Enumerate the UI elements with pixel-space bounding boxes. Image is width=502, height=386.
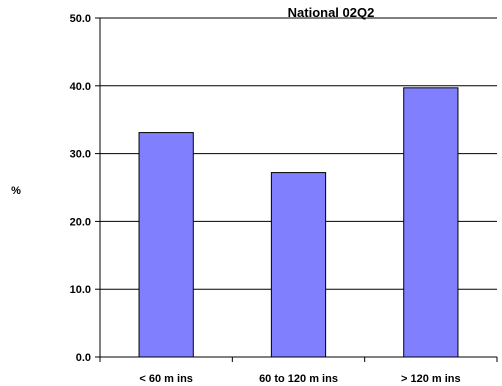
- x-tick-label-1: 60 to 120 m ins: [259, 373, 338, 385]
- x-tick-label-2: > 120 m ins: [401, 373, 461, 385]
- y-tick-label-4: 40.0: [70, 81, 91, 93]
- axis-layer: [95, 17, 498, 362]
- x-tick-labels: < 60 m ins 60 to 120 m ins > 120 m ins: [139, 373, 460, 385]
- chart-title: National 02Q2: [288, 5, 375, 20]
- y-tick-label-3: 30.0: [70, 149, 91, 161]
- y-tick-label-1: 10.0: [70, 284, 91, 296]
- bar-0: [138, 132, 194, 358]
- y-tick-label-5: 50.0: [70, 13, 91, 25]
- x-tick-label-0: < 60 m ins: [139, 373, 193, 385]
- y-tick-label-2: 20.0: [70, 216, 91, 228]
- y-tick-labels: 0.0 10.0 20.0 30.0 40.0 50.0: [70, 13, 91, 364]
- bar-1: [270, 172, 327, 358]
- bars-layer: [138, 87, 459, 358]
- bar-2: [403, 87, 459, 358]
- y-tick-label-0: 0.0: [76, 352, 91, 364]
- y-axis-label: %: [11, 185, 21, 197]
